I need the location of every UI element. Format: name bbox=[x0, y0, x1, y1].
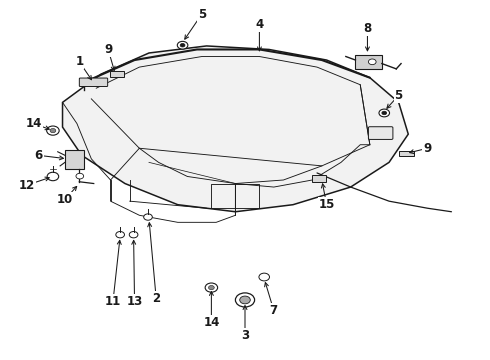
Circle shape bbox=[259, 273, 270, 281]
Bar bbox=[355, 55, 382, 69]
Circle shape bbox=[235, 293, 255, 307]
Circle shape bbox=[50, 129, 56, 133]
Circle shape bbox=[144, 214, 152, 220]
FancyBboxPatch shape bbox=[368, 127, 393, 139]
Circle shape bbox=[47, 126, 59, 135]
Polygon shape bbox=[63, 46, 408, 212]
Circle shape bbox=[240, 296, 250, 304]
Circle shape bbox=[180, 44, 185, 47]
Text: 10: 10 bbox=[57, 193, 73, 206]
Text: 6: 6 bbox=[34, 149, 43, 162]
Text: 7: 7 bbox=[270, 304, 278, 317]
Bar bbox=[399, 151, 414, 156]
Text: 9: 9 bbox=[104, 43, 112, 56]
Text: 5: 5 bbox=[197, 8, 206, 21]
Bar bbox=[312, 175, 326, 182]
Text: 12: 12 bbox=[19, 179, 35, 192]
Text: 1: 1 bbox=[75, 55, 83, 68]
Text: 11: 11 bbox=[105, 295, 121, 308]
Text: 3: 3 bbox=[241, 329, 249, 342]
Text: 15: 15 bbox=[318, 198, 335, 211]
Text: 2: 2 bbox=[152, 292, 160, 305]
Text: 14: 14 bbox=[25, 117, 42, 130]
Circle shape bbox=[209, 285, 214, 290]
Circle shape bbox=[47, 172, 59, 181]
Circle shape bbox=[368, 59, 376, 65]
Circle shape bbox=[379, 109, 390, 117]
Circle shape bbox=[76, 173, 84, 179]
Text: 8: 8 bbox=[363, 22, 371, 35]
Text: 4: 4 bbox=[255, 18, 264, 31]
Circle shape bbox=[177, 41, 188, 49]
Text: 9: 9 bbox=[423, 142, 432, 155]
Text: 13: 13 bbox=[126, 295, 143, 308]
Bar bbox=[110, 71, 124, 77]
Text: 14: 14 bbox=[203, 316, 220, 329]
Circle shape bbox=[205, 283, 218, 292]
Circle shape bbox=[382, 111, 387, 115]
Text: 5: 5 bbox=[394, 89, 403, 102]
Circle shape bbox=[116, 231, 124, 238]
Bar bbox=[65, 150, 84, 170]
Circle shape bbox=[129, 231, 138, 238]
FancyBboxPatch shape bbox=[79, 78, 108, 86]
